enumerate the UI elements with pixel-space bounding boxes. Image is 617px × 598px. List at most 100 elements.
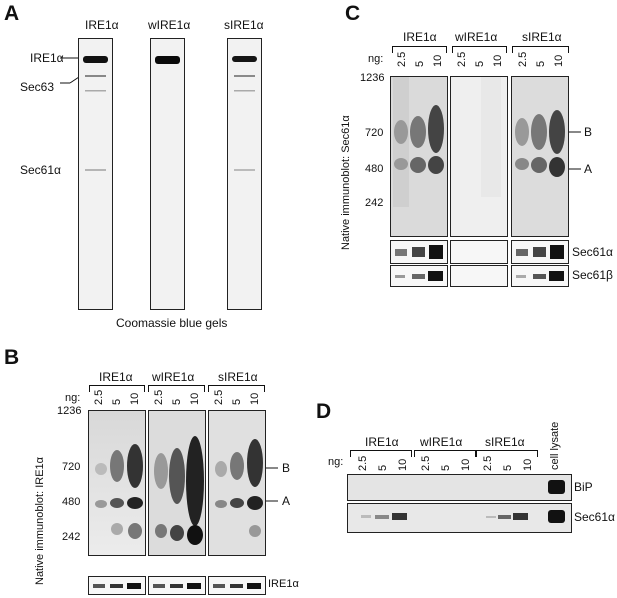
- panel-b-label-a: A: [282, 494, 291, 508]
- coomassie-gel-sire1a: [227, 38, 262, 310]
- ng-value: 2.5: [420, 455, 432, 471]
- panel-c-label-b: B: [584, 125, 593, 139]
- panel-c-bracket-2: [452, 46, 507, 53]
- ng-value: 2.5: [517, 51, 529, 67]
- panel-c-blot-sire1a: [511, 76, 569, 237]
- panel-c-ng-lanes-2: 2.5 5 10: [453, 51, 507, 67]
- panel-c-group-1: IRE1α: [403, 30, 437, 44]
- panel-b-ng-lanes-3: 2.5 5 10: [210, 389, 264, 405]
- panel-c-marker-480: 480: [365, 163, 384, 175]
- panel-b-marker-720: 720: [62, 461, 81, 473]
- band-label-ire1a: IRE1α: [30, 51, 64, 65]
- panel-b-letter: B: [4, 346, 20, 369]
- panel-c-strip-sec61a-1: [390, 240, 448, 264]
- panel-b-marker-480: 480: [62, 496, 81, 508]
- panel-c-strip-sec61b-1: [390, 265, 448, 287]
- panel-c-group-3: sIRE1α: [522, 30, 562, 44]
- panel-b-ng-lanes-2: 2.5 5 10: [150, 389, 204, 405]
- panel-c-strip-sec61a-2: [450, 240, 508, 264]
- panel-b-marker-1236: 1236: [57, 405, 82, 417]
- panel-d-ng-lanes-3: 2.5 5 10: [478, 455, 538, 471]
- ng-value: 2.5: [482, 455, 494, 471]
- panel-c-ng-lanes-3: 2.5 5 10: [514, 51, 568, 67]
- panel-d-bracket-3: [476, 450, 538, 457]
- ng-value: 5: [414, 60, 426, 67]
- ng-value: 5: [502, 464, 514, 471]
- ng-value: 10: [432, 54, 444, 67]
- ng-value: 5: [440, 464, 452, 471]
- panel-c-label-a: A: [584, 162, 593, 176]
- ng-value: 10: [397, 458, 409, 471]
- panel-a-caption: Coomassie blue gels: [116, 316, 228, 330]
- coomassie-gel-ire1a: [78, 38, 113, 310]
- panel-c-group-2: wIRE1α: [455, 30, 498, 44]
- panel-b-right-ticks: [266, 467, 278, 502]
- ng-value: 10: [249, 392, 261, 405]
- ng-value: 2.5: [456, 51, 468, 67]
- panel-b-strip-1: [88, 576, 146, 595]
- ng-value: 10: [189, 392, 201, 405]
- panel-b-ng-lanes-1: 2.5 5 10: [90, 389, 144, 405]
- panel-d-letter: D: [316, 400, 332, 423]
- ng-value: 10: [492, 54, 504, 67]
- panel-b-strip-3: [208, 576, 266, 595]
- panel-a-letter: A: [4, 2, 20, 25]
- panel-c-strip-label-sec61a: Sec61α: [572, 245, 613, 259]
- gel-a-title-1: IRE1α: [85, 18, 119, 32]
- ng-value: 5: [171, 398, 183, 405]
- gel-a-title-2: wIRE1α: [148, 18, 191, 32]
- panel-c-marker-1236: 1236: [360, 72, 385, 84]
- panel-c-ng-lanes-1: 2.5 5 10: [393, 51, 447, 67]
- panel-c-strip-sec61b-3: [511, 265, 569, 287]
- panel-c-strip-sec61a-3: [511, 240, 569, 264]
- ng-value: 10: [129, 392, 141, 405]
- ng-value: 5: [377, 464, 389, 471]
- panel-c-letter: C: [345, 2, 361, 25]
- panel-c-bracket-1: [392, 46, 447, 53]
- ng-value: 10: [522, 458, 534, 471]
- panel-d-group-3: sIRE1α: [485, 435, 525, 449]
- panel-c-strip-sec61b-2: [450, 265, 508, 287]
- panel-d-group-2: wIRE1α: [420, 435, 463, 449]
- ng-value: 10: [460, 458, 472, 471]
- band-label-sec63: Sec63: [20, 80, 55, 94]
- panel-b-blot-sire1a: [208, 410, 266, 556]
- gel-a-title-3: sIRE1α: [224, 18, 264, 32]
- panel-d-extra-lane: cell lysate: [549, 421, 561, 470]
- panel-d-bracket-1: [350, 450, 412, 457]
- panel-c-marker-720: 720: [365, 127, 384, 139]
- panel-b-ng-label: ng:: [65, 392, 81, 404]
- panel-d-strip-label-bip: BiP: [574, 480, 593, 494]
- panel-b-strip-2: [148, 576, 206, 595]
- ng-value: 5: [231, 398, 243, 405]
- ng-value: 5: [474, 60, 486, 67]
- ng-value: 5: [535, 60, 547, 67]
- band-label-sec61a: Sec61α: [20, 163, 61, 177]
- ng-value: 2.5: [357, 455, 369, 471]
- panel-b-strip-label: IRE1α: [268, 578, 299, 590]
- panel-c-axis-label: Native immunoblot: Sec61α: [340, 115, 352, 250]
- panel-b-label-b: B: [282, 461, 291, 475]
- panel-b-bracket-1: [89, 385, 145, 392]
- panel-c-strip-label-sec61b: Sec61β: [572, 268, 613, 282]
- panel-c-blot-ire1a: [390, 76, 448, 237]
- panel-d-strip-label-sec61a: Sec61α: [574, 510, 615, 524]
- panel-d-bracket-2: [414, 450, 476, 457]
- ng-value: 2.5: [93, 389, 105, 405]
- ng-value: 2.5: [153, 389, 165, 405]
- ng-value: 2.5: [396, 51, 408, 67]
- panel-c-marker-242: 242: [365, 197, 384, 209]
- panel-d-group-1: IRE1α: [365, 435, 399, 449]
- panel-c-bracket-3: [512, 46, 569, 53]
- ng-value: 2.5: [213, 389, 225, 405]
- panel-b-bracket-2: [148, 385, 205, 392]
- panel-d-ng-lanes-1: 2.5 5 10: [353, 455, 413, 471]
- ng-value: 5: [111, 398, 123, 405]
- panel-d-strip-bip: [347, 474, 572, 501]
- panel-c-blot-wire1a: [450, 76, 508, 237]
- panel-b-group-1: IRE1α: [99, 370, 133, 384]
- panel-b-marker-242: 242: [62, 531, 81, 543]
- panel-b-axis-label: Native immunoblot: IRE1α: [34, 456, 46, 585]
- panel-c-ng-label: ng:: [368, 53, 384, 65]
- panel-b-blot-wire1a: [148, 410, 206, 556]
